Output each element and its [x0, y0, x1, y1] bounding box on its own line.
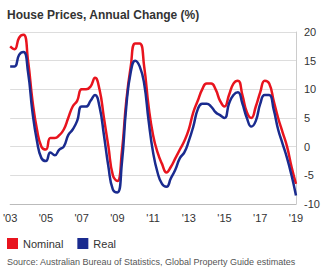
svg-text:10: 10 [304, 83, 316, 95]
svg-text:'05: '05 [39, 212, 53, 224]
svg-text:20: 20 [304, 26, 316, 38]
svg-text:'19: '19 [289, 212, 303, 224]
svg-text:5: 5 [304, 112, 310, 124]
svg-text:Real: Real [93, 238, 116, 250]
svg-text:House Prices, Annual Change (%: House Prices, Annual Change (%) [7, 8, 199, 22]
svg-text:'11: '11 [146, 212, 160, 224]
svg-text:0: 0 [304, 141, 310, 153]
svg-text:Nominal: Nominal [23, 238, 63, 250]
svg-text:-5: -5 [304, 169, 314, 181]
svg-text:'09: '09 [110, 212, 124, 224]
svg-text:'17: '17 [253, 212, 267, 224]
svg-text:'03: '03 [3, 212, 17, 224]
svg-text:15: 15 [304, 55, 316, 67]
svg-text:Source: Australian Bureau of S: Source: Australian Bureau of Statistics,… [7, 257, 296, 267]
svg-text:'07: '07 [74, 212, 88, 224]
svg-text:'15: '15 [217, 212, 231, 224]
svg-text:-10: -10 [304, 198, 320, 210]
svg-text:'13: '13 [182, 212, 196, 224]
